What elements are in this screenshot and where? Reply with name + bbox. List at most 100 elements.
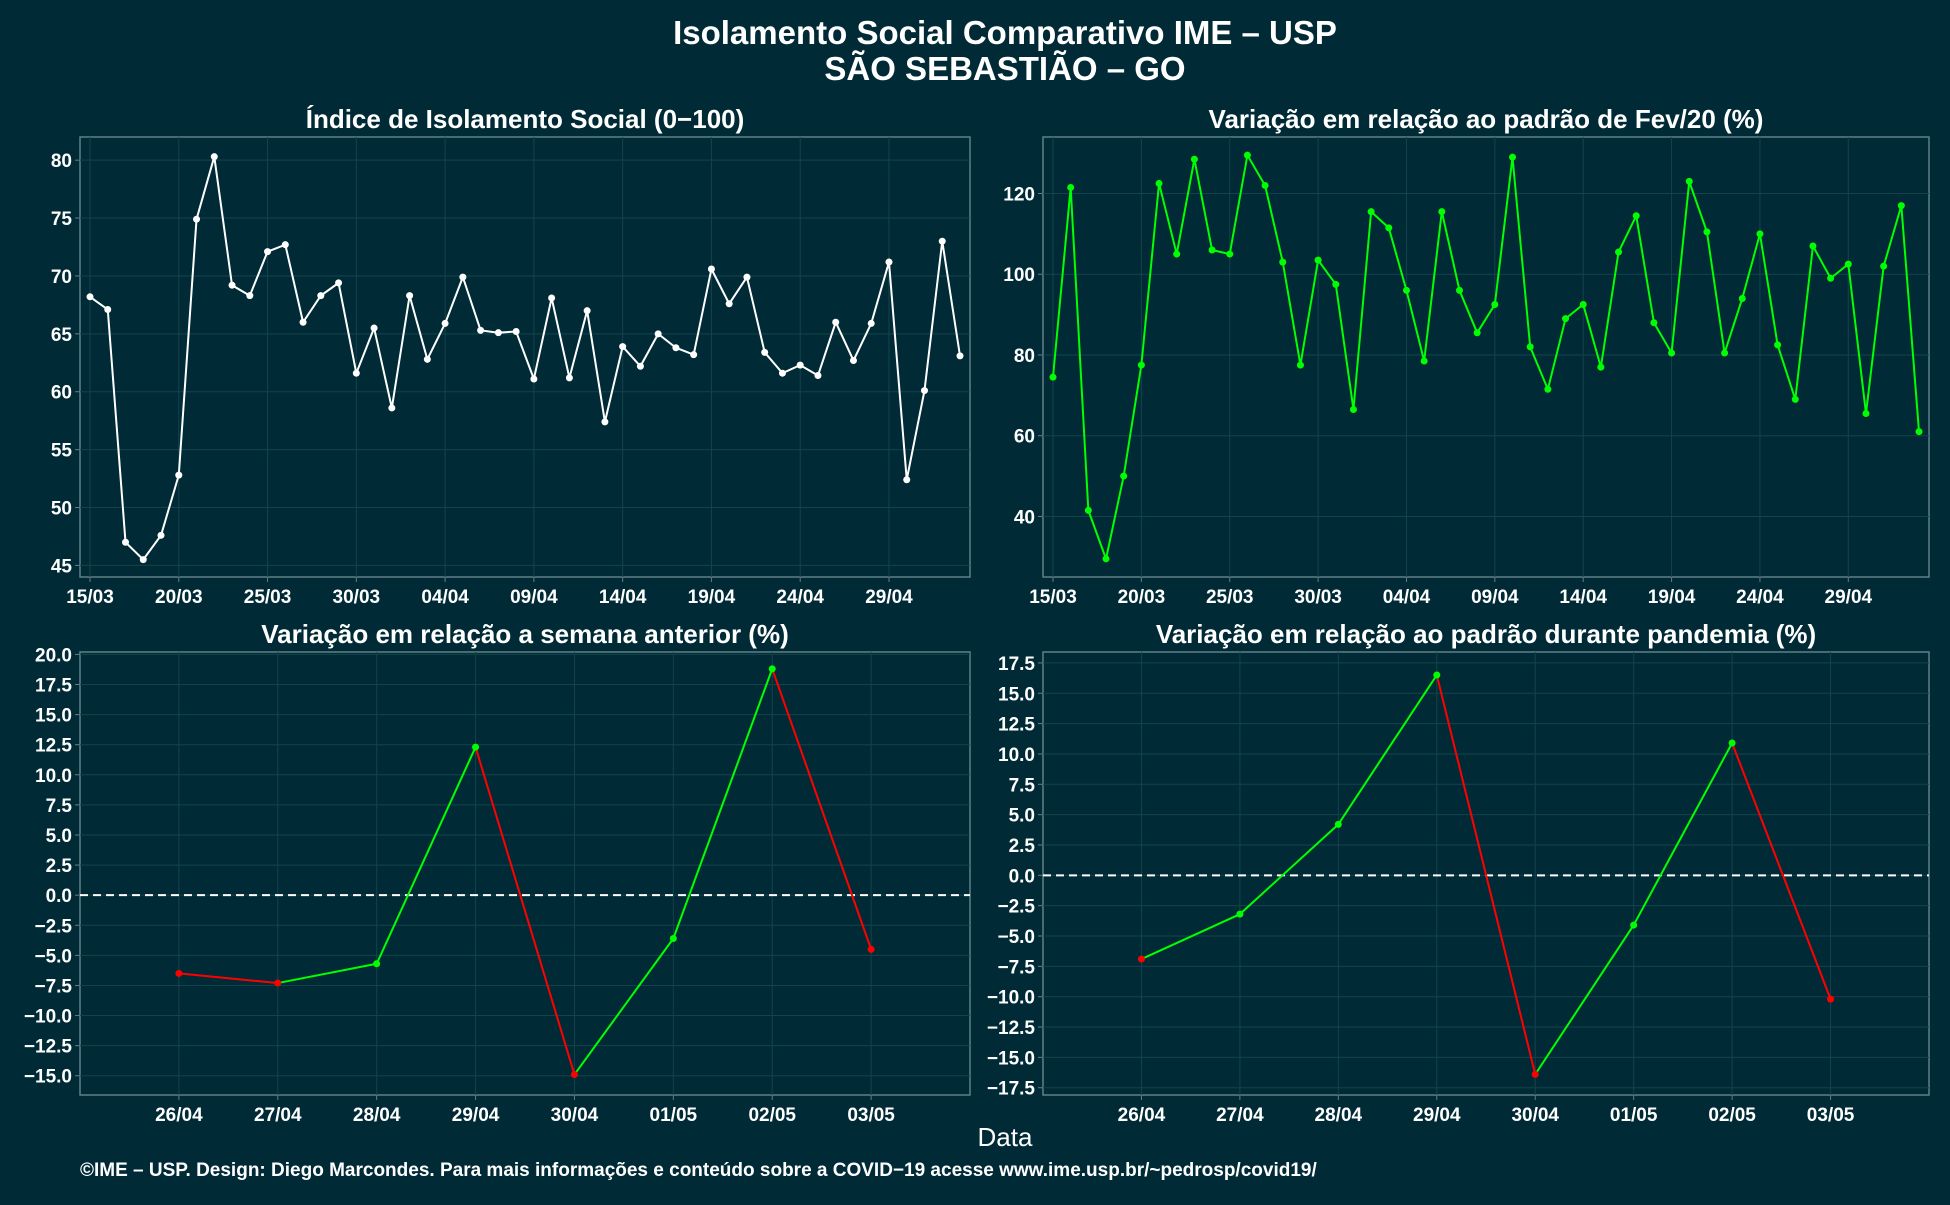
data-point: [1728, 739, 1736, 747]
data-point: [406, 292, 414, 300]
x-tick-label: 25/03: [1206, 587, 1254, 608]
data-point: [1137, 955, 1145, 963]
data-point: [1173, 250, 1181, 258]
panel-border: [79, 651, 971, 1096]
y-tick-label: 65: [51, 325, 73, 346]
x-tick-label: 09/04: [1471, 587, 1519, 608]
x-tick-label: 19/04: [688, 587, 736, 608]
y-tick-label: 15.0: [998, 684, 1035, 705]
data-point: [1597, 363, 1605, 371]
panel-2: Variação em relação ao padrão de Fev/20 …: [1003, 104, 1930, 608]
data-point: [601, 418, 609, 426]
data-point: [1084, 506, 1092, 514]
data-point: [1579, 301, 1587, 309]
series-segment: [1534, 924, 1635, 1075]
x-tick-label: 25/03: [244, 587, 292, 608]
data-point: [1615, 248, 1623, 256]
data-point: [725, 300, 733, 308]
y-tick-label: 12.5: [998, 715, 1035, 736]
series-segment: [375, 746, 477, 965]
data-point: [565, 374, 573, 382]
data-point: [885, 258, 893, 266]
y-tick-label: −5.0: [34, 946, 72, 967]
x-tick-label: 29/04: [452, 1105, 500, 1126]
data-point: [1509, 153, 1517, 161]
y-tick-label: 120: [1003, 185, 1035, 206]
x-tick-label: 30/03: [1294, 587, 1342, 608]
x-tick-label: 28/04: [1315, 1105, 1363, 1126]
data-point: [1473, 329, 1481, 337]
data-point: [1243, 151, 1251, 159]
data-point: [228, 281, 236, 289]
y-tick-label: 15.0: [35, 706, 72, 727]
series-segment: [573, 937, 675, 1076]
data-point: [1703, 228, 1711, 236]
data-point: [832, 318, 840, 326]
y-tick-label: 80: [51, 151, 72, 172]
y-tick-label: −12.5: [24, 1037, 73, 1058]
data-point: [672, 344, 680, 352]
data-point: [1155, 179, 1163, 187]
x-tick-label: 19/04: [1648, 587, 1696, 608]
panel-border: [79, 136, 971, 578]
data-point: [1420, 357, 1428, 365]
y-tick-label: −12.5: [987, 1018, 1036, 1039]
y-tick-label: 55: [51, 441, 73, 462]
data-point: [1897, 202, 1905, 210]
data-point: [1650, 319, 1658, 327]
panel-title: Índice de Isolamento Social (0−100): [306, 104, 745, 134]
data-point: [1332, 280, 1340, 288]
x-tick-label: 29/04: [865, 587, 913, 608]
data-point: [441, 319, 449, 327]
y-tick-label: 75: [51, 209, 73, 230]
series-segment: [474, 746, 576, 1075]
data-point: [669, 935, 677, 943]
series-segment: [1337, 674, 1438, 825]
data-point: [1334, 820, 1342, 828]
data-point: [281, 241, 289, 249]
x-tick-label: 27/04: [254, 1105, 302, 1126]
y-tick-label: −15.0: [24, 1067, 72, 1088]
panel-title: Variação em relação ao padrão de Fev/20 …: [1209, 104, 1764, 134]
data-point: [1385, 224, 1393, 232]
x-tick-label: 01/05: [650, 1105, 698, 1126]
data-point: [768, 665, 776, 673]
y-tick-label: 50: [51, 499, 72, 520]
data-point: [867, 319, 875, 327]
data-point: [849, 356, 857, 364]
x-tick-label: 15/03: [1029, 587, 1077, 608]
data-point: [1880, 262, 1888, 270]
x-tick-label: 28/04: [353, 1105, 401, 1126]
y-tick-label: 10.0: [998, 745, 1035, 766]
data-point: [494, 329, 502, 337]
y-tick-label: −7.5: [34, 976, 72, 997]
data-point: [583, 307, 591, 315]
data-point: [193, 215, 201, 223]
data-point: [423, 355, 431, 363]
x-tick-label: 14/04: [1559, 587, 1607, 608]
x-tick-label: 26/04: [155, 1105, 203, 1126]
y-tick-label: 40: [1014, 507, 1035, 528]
data-point: [636, 362, 644, 370]
series-segment: [1239, 823, 1340, 915]
y-tick-label: −2.5: [34, 916, 72, 937]
data-point: [1190, 155, 1198, 163]
data-point: [1630, 921, 1638, 929]
data-point: [246, 292, 254, 300]
data-point: [1531, 1070, 1539, 1078]
data-point: [1433, 671, 1441, 679]
x-tick-label: 30/03: [333, 587, 381, 608]
data-point: [938, 237, 946, 245]
series-line: [1052, 152, 1920, 563]
data-point: [1236, 910, 1244, 918]
y-tick-label: 0.0: [46, 886, 72, 907]
data-point: [1668, 349, 1676, 357]
y-tick-label: 80: [1014, 346, 1035, 367]
data-point: [1049, 373, 1057, 381]
data-point: [814, 372, 822, 380]
data-point: [1120, 472, 1128, 480]
y-tick-label: 70: [51, 267, 72, 288]
y-tick-label: 7.5: [46, 796, 73, 817]
